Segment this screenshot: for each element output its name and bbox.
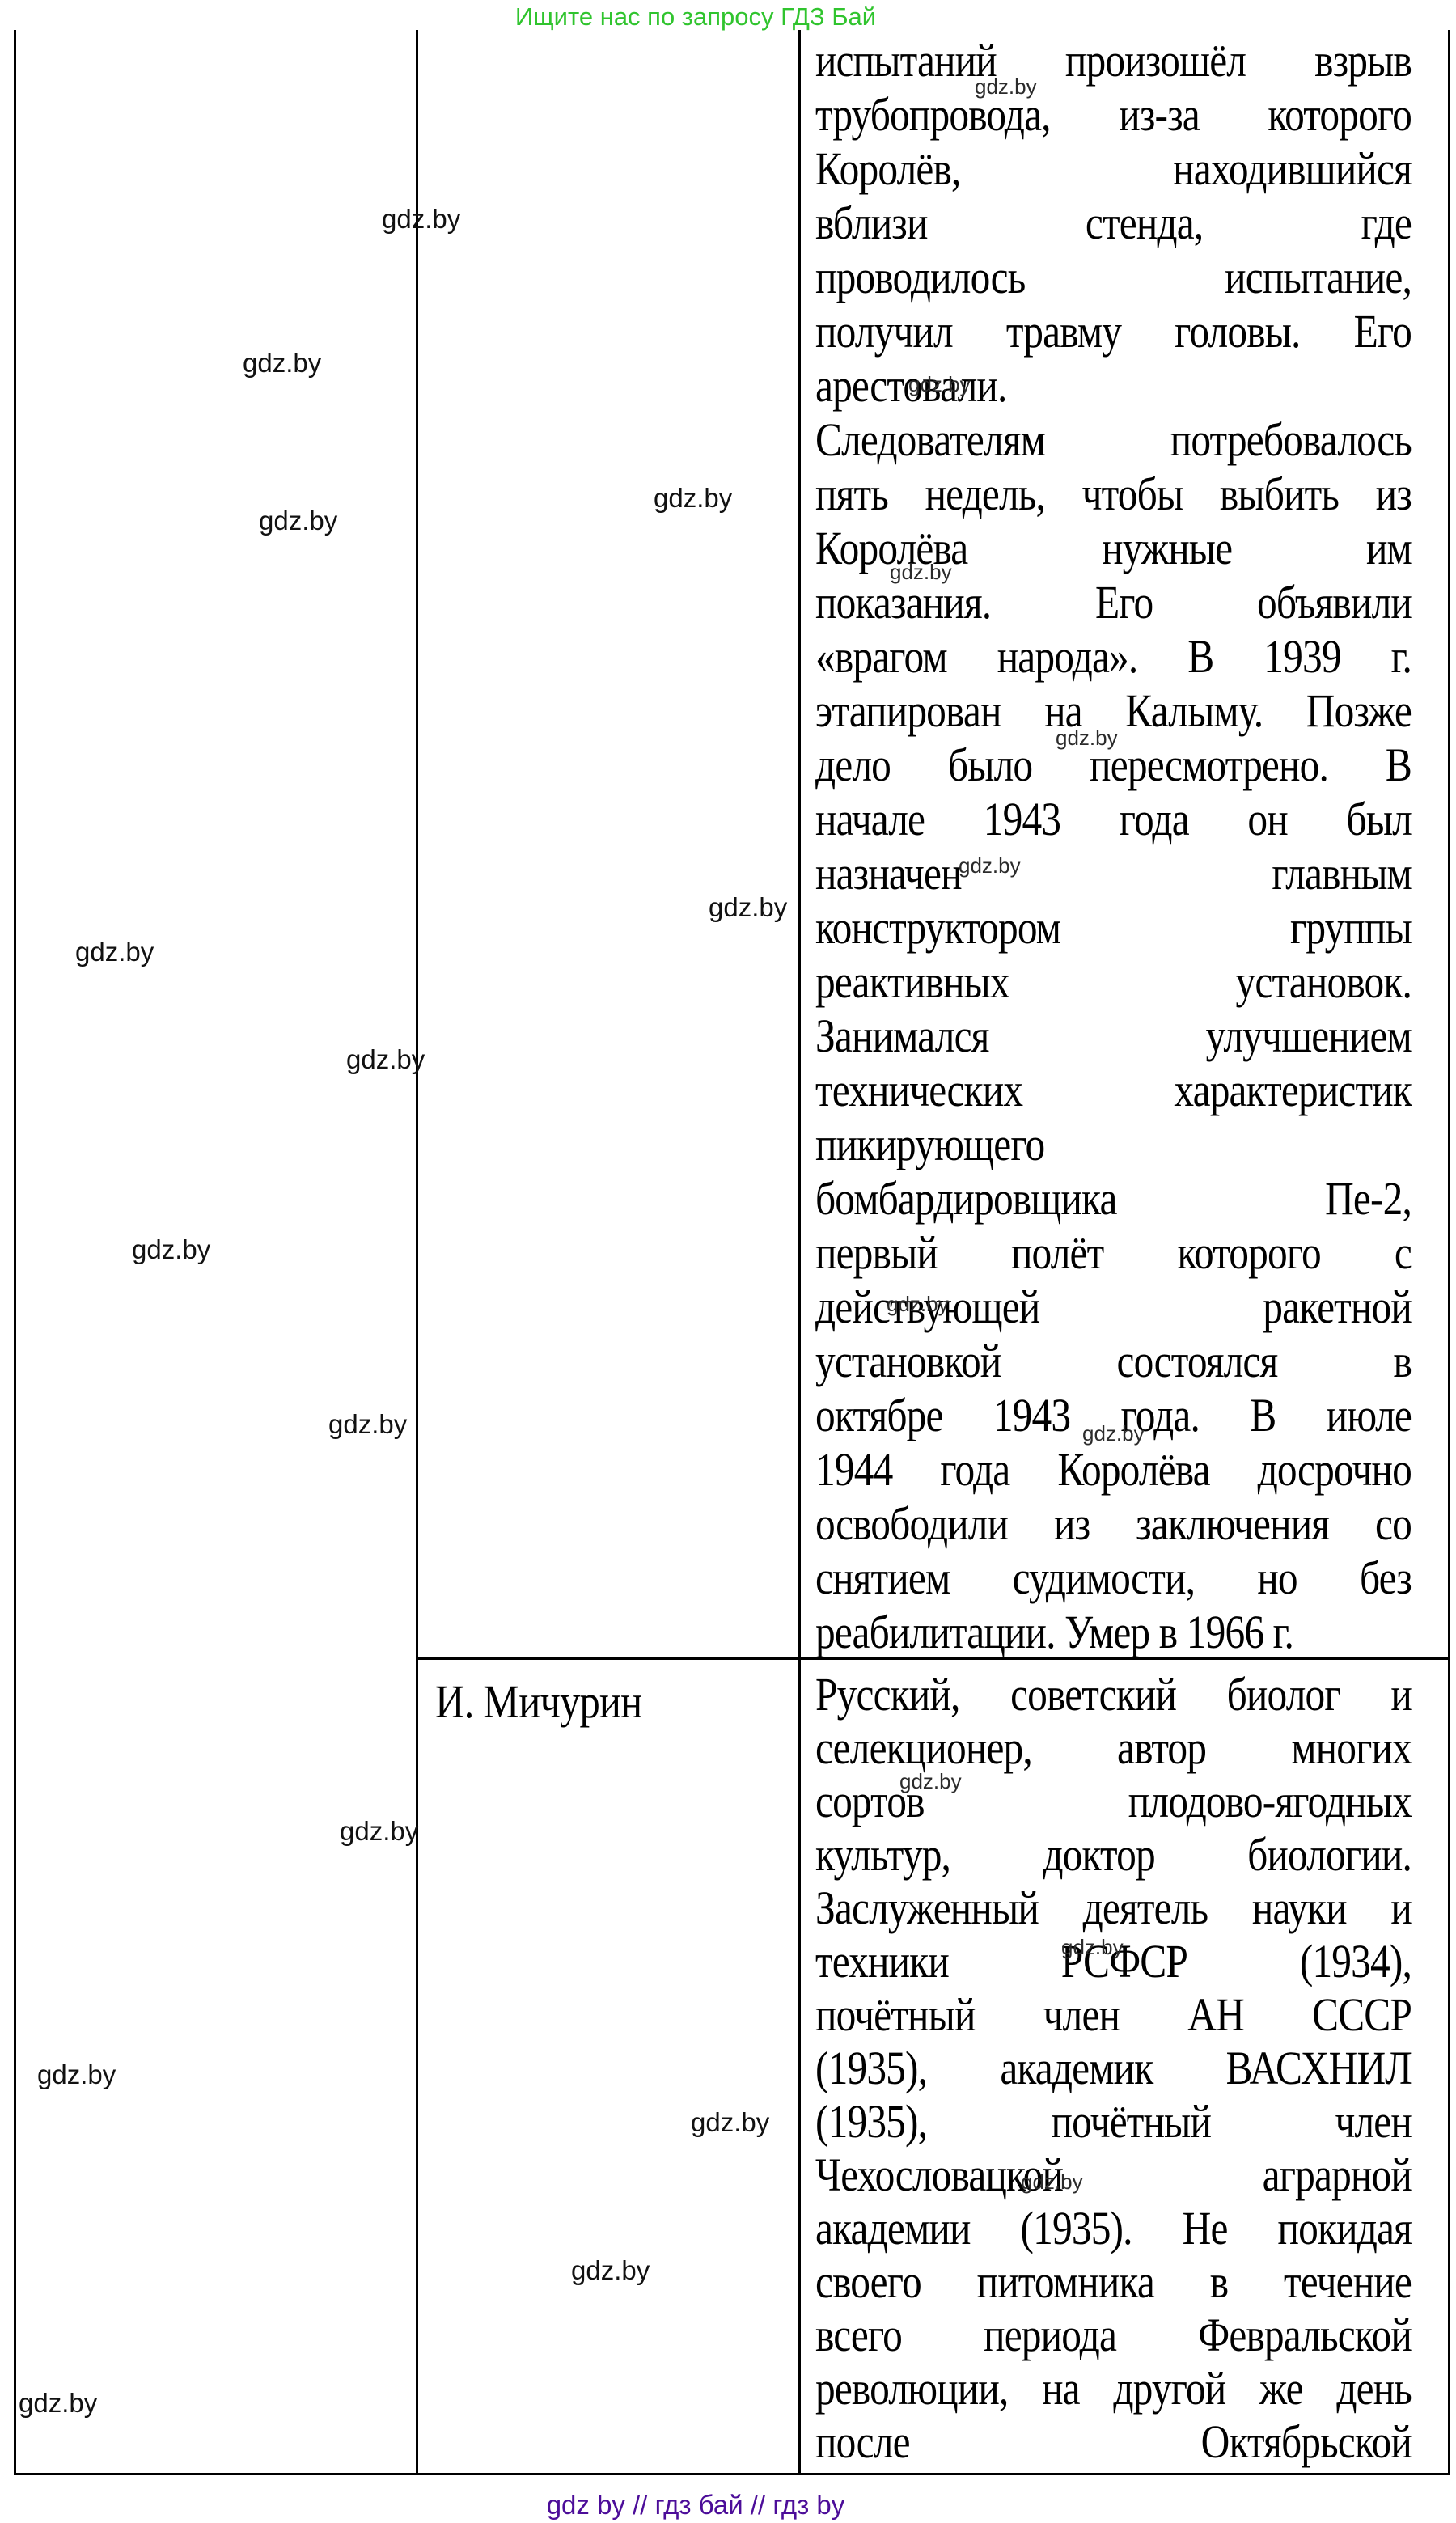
table-divider-col1 — [416, 30, 418, 2473]
gdz-watermark: gdz.by — [382, 204, 461, 234]
table-border-left — [14, 30, 16, 2473]
michurin-paragraph: Русский, советский биолог и селекционер, … — [815, 1668, 1412, 2469]
gdz-watermark: gdz.by — [340, 1816, 419, 1846]
gdz-watermark-small: gdz.by — [899, 1769, 962, 1793]
table-border-right — [1448, 30, 1450, 2473]
bio-text-line: селекционер, автор многих — [815, 1721, 1412, 1774]
bio-text-line: реабилитации. Умер в 1966 г. — [815, 1606, 1294, 1658]
bio-text-line: первый полёт которого с — [815, 1226, 1412, 1279]
bio-text-line: (1935), почётный член — [815, 2095, 1412, 2148]
bio-text-line: после Октябрьской — [815, 2415, 1412, 2468]
michurin-bio-cell: Русский, советский биолог и селекционер, … — [815, 1668, 1412, 2469]
gdz-watermark: gdz.by — [75, 937, 154, 967]
gdz-watermark-small: gdz.by — [887, 1292, 949, 1316]
gdz-watermark: gdz.by — [37, 2059, 116, 2089]
gdz-watermark-small: gdz.by — [975, 74, 1037, 99]
bio-text-line: назначен главным — [815, 847, 1412, 900]
bio-text-line: показания. Его объявили — [815, 576, 1412, 629]
gdz-watermark: gdz.by — [654, 483, 733, 513]
bio-text-line: вблизи стенда, где — [815, 197, 1412, 249]
bio-text-line: почётный член АН СССР — [815, 1988, 1412, 2041]
table-border-bottom — [14, 2473, 1450, 2475]
bio-text-line: технических характеристик — [815, 1064, 1412, 1116]
gdz-watermark-small: gdz.by — [1061, 1935, 1124, 1959]
bio-text-line: трубопровода, из-за которого — [815, 88, 1412, 141]
gdz-watermark: gdz.by — [328, 1409, 408, 1439]
bio-text-line: дело было пересмотрено. В — [815, 739, 1412, 791]
bio-text-line: получил травму головы. Его — [815, 305, 1412, 358]
gdz-watermark-small: gdz.by — [908, 372, 971, 396]
bio-text-line: действующей ракетной — [815, 1281, 1412, 1333]
bio-text-line: «врагом народа». В 1939 г. — [815, 630, 1412, 683]
gdz-watermark: gdz.by — [259, 506, 338, 536]
gdz-watermark: gdz.by — [19, 2388, 98, 2418]
bio-text-line: Королёв, находившийся — [815, 142, 1412, 195]
bio-text-line: всего периода Февральской — [815, 2309, 1412, 2361]
bio-text-line: академии (1935). Не покидая — [815, 2202, 1412, 2254]
bio-text-line: бомбардировщика Пе-2, — [815, 1172, 1412, 1225]
gdz-watermark: gdz.by — [571, 2255, 650, 2285]
bio-text-line: техники РСФСР (1934), — [815, 1935, 1412, 1987]
bio-text-line: установкой состоялся в — [815, 1335, 1412, 1387]
bio-text-line: (1935), академик ВАСХНИЛ — [815, 2042, 1412, 2094]
gdz-watermark: gdz.by — [243, 348, 322, 378]
bio-text-line: сортов плодово-ягодных — [815, 1775, 1412, 1827]
korolev-paragraph-2: Следователям потребовалось пять недель, ч… — [815, 413, 1412, 1659]
gdz-watermark: gdz.by — [346, 1044, 425, 1074]
gdz-watermark-small: gdz.by — [959, 853, 1021, 878]
gdz-watermark-small: gdz.by — [1056, 726, 1118, 750]
bio-text-line: Заслуженный деятель науки и — [815, 1882, 1412, 1934]
bio-text-line: конструктором группы — [815, 901, 1412, 954]
bio-text-line: проводилось испытание, — [815, 251, 1412, 303]
gdz-watermark: gdz.by — [691, 2107, 770, 2137]
bio-text-line: революции, на другой же день — [815, 2362, 1412, 2415]
table-row-divider — [416, 1657, 1450, 1660]
bio-text-line: Занимался улучшением — [815, 1010, 1412, 1062]
gdz-watermark-small: gdz.by — [1021, 2170, 1083, 2194]
michurin-name-cell: И. Мичурин — [435, 1675, 642, 1728]
gdz-watermark-small: gdz.by — [1082, 1421, 1145, 1446]
page-title: Ищите нас по запросу ГДЗ Бай — [514, 2, 877, 31]
bio-text-line: испытаний произошёл взрыв — [815, 34, 1412, 87]
bio-text-line: Королёва нужные им — [815, 522, 1412, 574]
bio-text-line: снятием судимости, но без — [815, 1551, 1412, 1604]
bio-text-line: реактивных установок. — [815, 955, 1412, 1008]
gdz-watermark: gdz.by — [709, 892, 788, 922]
bio-text-line: культур, доктор биологии. — [815, 1828, 1412, 1881]
table-divider-col2 — [798, 30, 801, 2473]
bio-text-line: Русский, советский биолог и — [815, 1668, 1412, 1721]
bio-text-line: пять недель, чтобы выбить из — [815, 468, 1412, 520]
gdz-watermark-small: gdz.by — [890, 560, 952, 584]
korolev-paragraph-1: испытаний произошёл взрыв трубопровода, и… — [815, 33, 1412, 413]
bio-text-line: пикирующего — [815, 1118, 1045, 1170]
bio-text-line: начале 1943 года он был — [815, 793, 1412, 845]
gdz-watermark: gdz.by — [132, 1234, 211, 1264]
korolev-bio-cell: испытаний произошёл взрыв трубопровода, и… — [815, 33, 1412, 1659]
bio-text-line: Чехословацкой аграрной — [815, 2148, 1412, 2201]
bio-text-line: октябре 1943 года. В июле — [815, 1389, 1412, 1441]
bio-text-line: освободили из заключения со — [815, 1497, 1412, 1550]
bio-text-line: арестовали. — [815, 359, 1007, 412]
bio-text-line: этапирован на Калыму. Позже — [815, 684, 1412, 737]
footer-text: gdz by // гдз бай // гдз by — [546, 2490, 845, 2520]
bio-text-line: Следователям потребовалось — [815, 413, 1412, 466]
bio-text-line: 1944 года Королёва досрочно — [815, 1443, 1412, 1496]
bio-text-line: своего питомника в течение — [815, 2255, 1412, 2308]
